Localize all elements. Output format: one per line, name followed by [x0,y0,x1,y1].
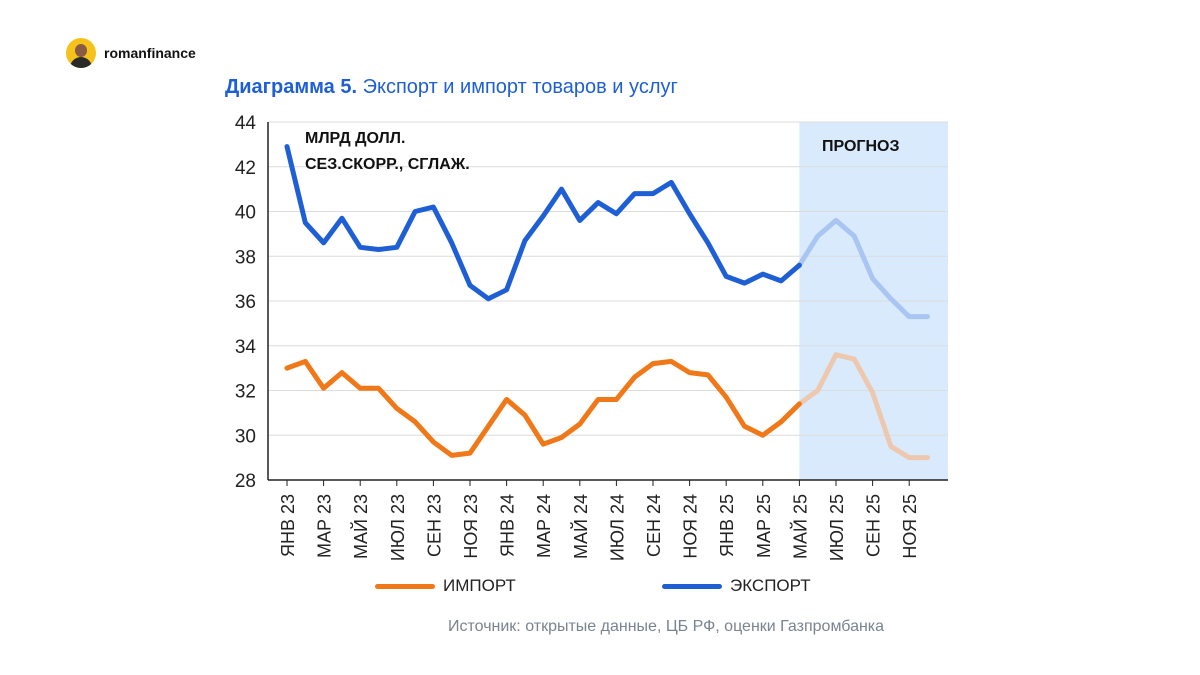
series-line-forecast-1 [796,217,930,320]
y-tick-label: 28 [235,471,256,492]
series-line-forecast-0 [796,352,930,461]
legend-swatch-import [375,583,435,589]
y-tick-label: 40 [235,203,256,224]
x-tick-label: МАР 24 [534,494,554,558]
y-tick-label: 44 [235,113,257,134]
x-tick-label: НОЯ 24 [681,494,701,559]
x-tick-label: МАЙ 24 [570,494,591,559]
x-tick-label: МАР 23 [315,494,335,558]
units-annotation: МЛРД ДОЛЛ. [305,130,405,147]
x-tick-label: ЯНВ 24 [498,494,518,557]
y-tick-label: 34 [235,337,257,358]
x-tick-label: ЯНВ 25 [717,494,737,557]
x-tick-label: ИЮЛ 23 [388,494,408,561]
legend-swatch-export [662,583,722,589]
forecast-label: ПРОГНОЗ [822,138,900,155]
chart-title: Диаграмма 5. Экспорт и импорт товаров и … [225,76,678,99]
x-tick-label: МАЙ 23 [350,494,371,559]
x-tick-label: СЕН 23 [424,494,444,557]
units-annotation: СЕЗ.СКОРР., СГЛАЖ. [305,156,470,173]
y-tick-label: 36 [235,292,256,313]
x-tick-label: ИЮЛ 24 [607,494,627,561]
x-tick-label: НОЯ 25 [900,494,920,559]
y-tick-label: 32 [235,382,256,403]
user-avatar-icon [66,38,96,68]
series-line-1 [284,144,802,302]
y-tick-label: 42 [235,158,256,179]
legend-label-export: ЭКСПОРТ [730,576,811,595]
legend-label-import: ИМПОРТ [443,576,516,595]
chart-title-text: Экспорт и импорт товаров и услуг [362,76,678,98]
x-tick-label: ИЮЛ 25 [827,494,847,561]
x-tick-label: МАЙ 25 [789,494,810,559]
brand: romanfinance [66,38,196,68]
x-tick-label: МАР 25 [754,494,774,558]
brand-name: romanfinance [104,45,196,61]
legend-item-import: ИМПОРТ [375,576,516,596]
chart-title-prefix: Диаграмма 5. [225,76,358,98]
x-tick-label: СЕН 24 [644,494,664,557]
y-tick-label: 38 [235,247,256,268]
series-line-0 [284,358,802,458]
y-tick-label: 30 [235,426,256,447]
source-note: Источник: открытые данные, ЦБ РФ, оценки… [448,618,885,635]
legend-item-export: ЭКСПОРТ [662,576,811,596]
x-tick-label: ЯНВ 23 [278,494,298,557]
x-tick-label: СЕН 25 [864,494,884,557]
x-tick-label: НОЯ 23 [461,494,481,559]
